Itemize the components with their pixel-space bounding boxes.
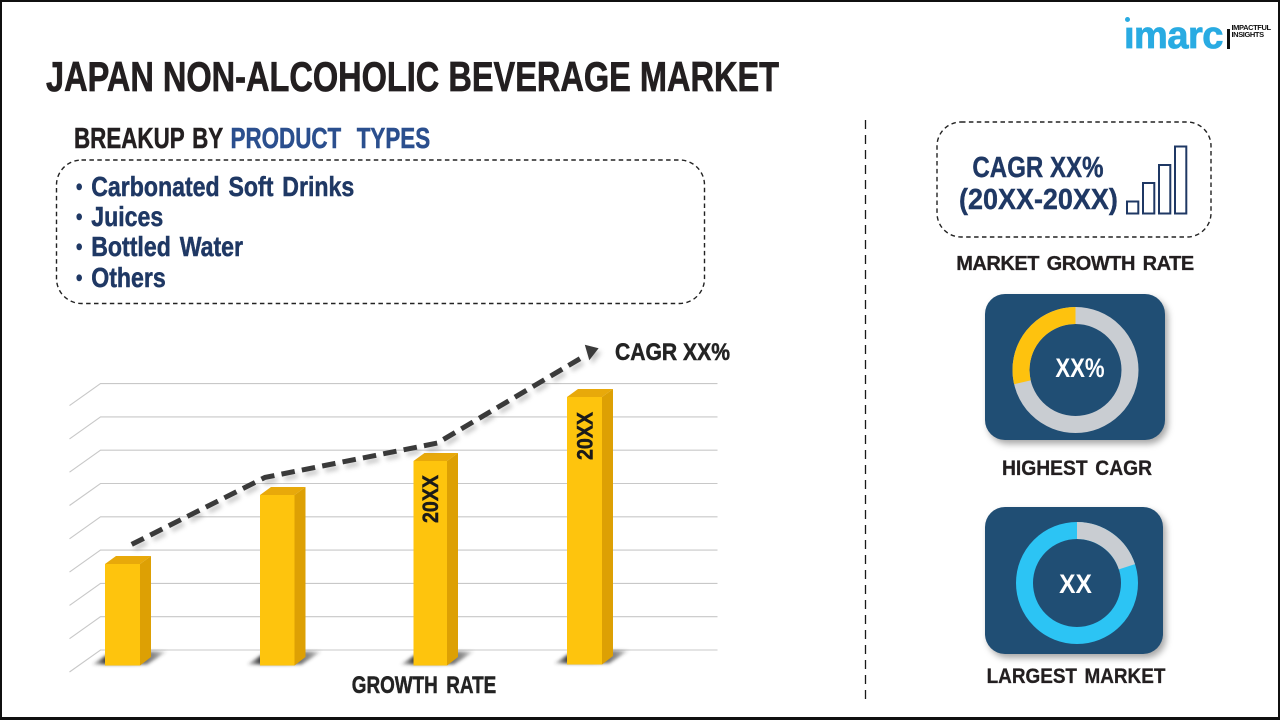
svg-text:20XX: 20XX [418,475,443,523]
svg-text:20XX: 20XX [573,412,598,460]
